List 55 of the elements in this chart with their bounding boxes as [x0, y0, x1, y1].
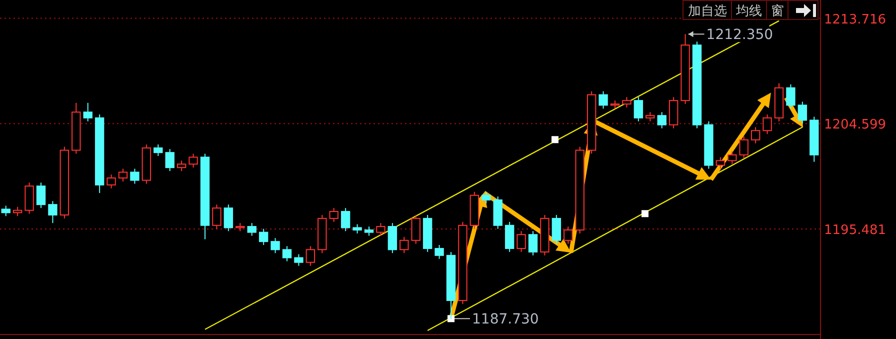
candlestick: [516, 230, 526, 252]
y-tick-label: 1195.481: [824, 223, 886, 238]
annotation: 1187.730: [472, 312, 539, 328]
candlestick: [400, 236, 409, 254]
candlestick: [388, 222, 398, 254]
candlestick: [188, 153, 198, 168]
candlestick: [36, 182, 46, 209]
candlestick: [528, 230, 538, 256]
annotation: 窗: [770, 3, 784, 19]
candlestick: [106, 174, 116, 189]
candlestick: [504, 221, 514, 252]
candlestick: [716, 156, 726, 170]
candlestick: [165, 148, 174, 172]
candlestick: [657, 112, 666, 129]
candlestick: [786, 84, 796, 110]
candlestick: [434, 244, 444, 260]
candlestick: [376, 222, 386, 236]
candlestick: [176, 160, 186, 172]
candlestick: [48, 200, 58, 224]
candlestick: [258, 228, 268, 246]
candlestick: [340, 208, 350, 232]
y-tick-label: 1213.716: [824, 12, 886, 28]
candlestick: [482, 191, 491, 204]
candlestick: [564, 226, 573, 244]
candlestick: [798, 101, 808, 124]
candlestick: [634, 96, 644, 122]
candlestick: [83, 102, 92, 122]
y-tick-label: 1204.599: [824, 118, 886, 133]
candlestick: [212, 204, 222, 230]
candlestick: [282, 246, 292, 262]
candlestick: [750, 126, 760, 144]
candlestick: [598, 90, 608, 110]
candlestick: [154, 144, 163, 157]
annotation: 均线: [735, 4, 762, 19]
candlestick: [224, 204, 234, 232]
candlestick: [118, 168, 128, 182]
candlestick: [270, 238, 280, 254]
candlestick: [247, 222, 256, 236]
candlestick: [646, 112, 655, 122]
candlestick: [352, 224, 362, 234]
candlestick: [762, 114, 772, 135]
candlestick: [294, 254, 304, 266]
candlestick: [739, 136, 748, 159]
candlestick: [130, 168, 140, 184]
candlestick: [329, 208, 338, 222]
annotation: 1212.350: [706, 27, 774, 44]
candlestick: [552, 214, 562, 244]
candlestick: [411, 214, 420, 244]
candlestick: [728, 150, 737, 165]
candlestick: [364, 226, 374, 236]
candlestick: [622, 96, 632, 108]
candlestick: [1, 205, 10, 217]
candlestick: [306, 246, 316, 266]
annotation: 加自选: [688, 4, 727, 19]
candlestick: [12, 206, 22, 217]
